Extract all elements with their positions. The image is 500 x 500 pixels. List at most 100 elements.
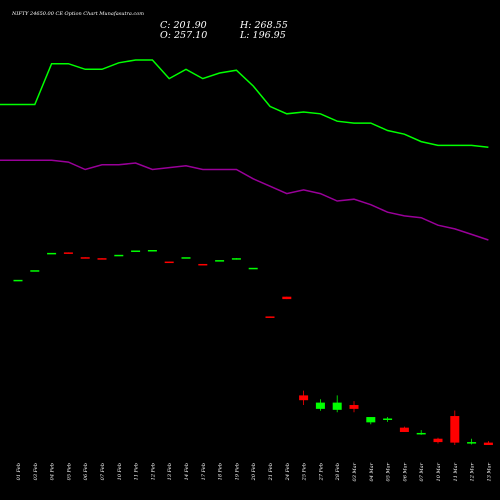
x-tick-label: 07 Feb [100,463,106,480]
candle [399,426,409,432]
candle [97,258,107,260]
open-readout: O: 257.10 [160,30,207,41]
candle-body-up [13,279,23,282]
candle [282,296,292,300]
candle [147,250,157,252]
x-tick-label: 05 Feb [66,463,72,480]
candle [215,260,225,262]
candle-body-up [215,260,225,262]
candle-body-down [164,261,174,264]
candle-body-down [63,252,73,254]
candle [433,437,443,444]
candle-body-up [114,254,124,257]
candle-body-down [198,263,208,266]
purple-line-series [0,159,489,241]
candle [164,261,174,264]
candle-body-down [80,257,90,259]
candle-body-up [147,250,157,252]
x-tick-label: 25 Feb [302,463,308,481]
candle-body-up [332,402,342,410]
candle-body-down [349,405,359,409]
x-tick-label: 06 Feb [83,463,89,480]
candle-body-down [483,442,493,445]
x-tick-label: 04 Mar [369,462,375,481]
candle [198,263,208,266]
candle [467,438,477,445]
x-tick-label: 19 Feb [234,463,240,480]
x-tick-label: 03 Mar [352,462,358,481]
candle-body-up [416,432,426,435]
candle-body-up [248,267,258,270]
x-tick-label: 14 Feb [184,463,190,480]
candle [383,417,393,422]
x-tick-label: 01 Feb [16,463,22,480]
candle-body-up [231,258,241,260]
candle [349,401,359,413]
x-tick-label: 13 Feb [167,463,173,480]
candle-body-up [315,402,325,409]
x-tick-label: 03 Feb [33,463,39,480]
candle [315,399,325,411]
candle-body-down [97,258,107,260]
green-line [0,59,489,148]
x-tick-label: 17 Feb [201,463,207,480]
green-line-series [0,59,489,148]
x-axis-tick-labels: 01 Feb 03 Feb 04 Feb 05 Feb 06 Feb 07 Feb 10 F… [16,462,492,481]
x-tick-label: 27 Feb [318,463,324,481]
candle-body-down [450,416,460,443]
candle [114,254,124,257]
candle-body-down [282,296,292,300]
candle [332,395,342,413]
candle [30,270,40,272]
candle [366,417,376,425]
x-tick-label: 28 Feb [335,463,341,481]
candle [248,267,258,270]
x-tick-label: 21 Feb [268,463,274,481]
candle-body-up [30,270,40,272]
candle-body-up [181,257,191,259]
x-tick-label: 10 Mar [436,462,442,481]
x-tick-label: 20 Feb [251,463,257,481]
x-tick-label: 07 Mar [419,462,425,481]
candle [63,252,73,254]
x-tick-label: 10 Feb [117,463,123,480]
x-tick-label: 24 Feb [285,463,291,481]
candles [13,250,493,445]
x-tick-label: 13 Mar [486,462,492,481]
x-tick-label: 06 Mar [402,462,408,481]
x-tick-label: 04 Feb [50,463,56,480]
x-tick-label: 11 Mar [453,462,459,481]
chart-title: NIFTY 24650.00 CE Option Chart Munafasut… [11,11,144,17]
candle [483,441,493,445]
high-readout: H: 268.55 [239,20,288,31]
purple-line [0,159,489,241]
candle-body-up [383,418,393,420]
x-tick-label: 12 Feb [150,463,156,480]
x-tick-label: 11 Feb [134,463,140,480]
candle-body-down [433,438,443,443]
x-tick-label: 12 Mar [470,462,476,481]
candle-body-down [299,395,309,401]
candle [47,252,57,255]
candle [450,410,460,445]
candle-body-up [131,250,141,252]
x-tick-label: 18 Feb [218,463,224,480]
candle [416,430,426,435]
candle-body-down [399,427,409,432]
candle [80,257,90,259]
candle-body-up [366,417,376,423]
candle [299,390,309,406]
x-tick-label: 05 Mar [386,462,392,481]
candle [181,257,191,259]
candle-body-up [467,442,477,444]
candle [231,258,241,260]
candle [131,250,141,252]
candle-body-down [265,316,275,318]
low-readout: L: 196.95 [239,30,286,41]
candle [13,279,23,282]
close-readout: C: 201.90 [160,20,207,31]
candle-body-up [47,252,57,255]
candle [265,316,275,318]
